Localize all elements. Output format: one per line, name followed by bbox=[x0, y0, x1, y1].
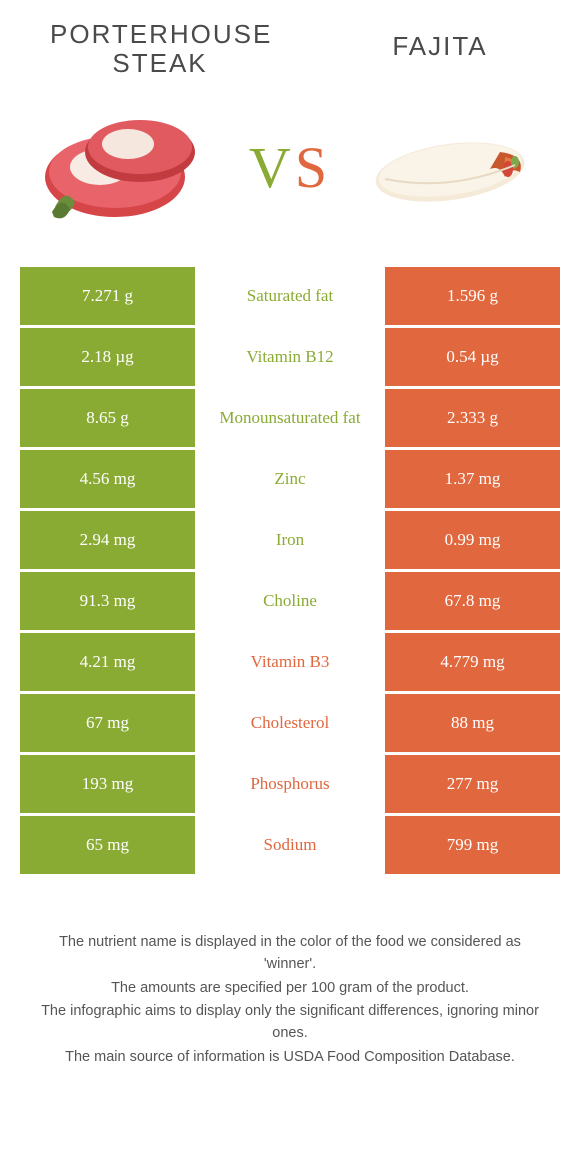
nutrient-label-cell: Sodium bbox=[198, 816, 382, 874]
vs-s: S bbox=[295, 135, 331, 200]
left-value-cell: 2.18 µg bbox=[20, 328, 195, 386]
left-value-cell: 193 mg bbox=[20, 755, 195, 813]
nutrient-label-cell: Monounsaturated fat bbox=[198, 389, 382, 447]
right-value-cell: 0.54 µg bbox=[385, 328, 560, 386]
footer-line-4: The main source of information is USDA F… bbox=[35, 1047, 545, 1069]
right-value-cell: 88 mg bbox=[385, 694, 560, 752]
right-value-cell: 0.99 mg bbox=[385, 511, 560, 569]
nutrient-label-cell: Vitamin B3 bbox=[198, 633, 382, 691]
table-row: 193 mgPhosphorus277 mg bbox=[20, 755, 560, 813]
left-value-cell: 4.21 mg bbox=[20, 633, 195, 691]
nutrient-label-cell: Zinc bbox=[198, 450, 382, 508]
right-value-cell: 67.8 mg bbox=[385, 572, 560, 630]
table-row: 67 mgCholesterol88 mg bbox=[20, 694, 560, 752]
left-food-title: Porterhouse steak bbox=[50, 20, 270, 77]
table-row: 2.94 mgIron0.99 mg bbox=[20, 511, 560, 569]
right-value-cell: 1.37 mg bbox=[385, 450, 560, 508]
left-food-image bbox=[40, 97, 220, 237]
right-value-cell: 2.333 g bbox=[385, 389, 560, 447]
left-value-cell: 2.94 mg bbox=[20, 511, 195, 569]
left-value-cell: 91.3 mg bbox=[20, 572, 195, 630]
nutrient-label-cell: Phosphorus bbox=[198, 755, 382, 813]
footer-line-3: The infographic aims to display only the… bbox=[35, 1001, 545, 1045]
nutrient-label-cell: Iron bbox=[198, 511, 382, 569]
vs-label: VS bbox=[249, 134, 331, 201]
nutrient-label-cell: Cholesterol bbox=[198, 694, 382, 752]
table-row: 91.3 mgCholine67.8 mg bbox=[20, 572, 560, 630]
table-row: 2.18 µgVitamin B120.54 µg bbox=[20, 328, 560, 386]
vs-v: V bbox=[249, 135, 295, 200]
table-row: 4.56 mgZinc1.37 mg bbox=[20, 450, 560, 508]
left-value-cell: 67 mg bbox=[20, 694, 195, 752]
left-value-cell: 8.65 g bbox=[20, 389, 195, 447]
table-row: 8.65 gMonounsaturated fat2.333 g bbox=[20, 389, 560, 447]
table-row: 65 mgSodium799 mg bbox=[20, 816, 560, 874]
nutrient-label-cell: Saturated fat bbox=[198, 267, 382, 325]
left-value-cell: 7.271 g bbox=[20, 267, 195, 325]
left-value-cell: 65 mg bbox=[20, 816, 195, 874]
right-value-cell: 4.779 mg bbox=[385, 633, 560, 691]
images-row: VS bbox=[20, 87, 560, 267]
comparison-table: 7.271 gSaturated fat1.596 g2.18 µgVitami… bbox=[20, 267, 560, 874]
right-value-cell: 1.596 g bbox=[385, 267, 560, 325]
table-row: 7.271 gSaturated fat1.596 g bbox=[20, 267, 560, 325]
nutrient-label-cell: Choline bbox=[198, 572, 382, 630]
footer-line-1: The nutrient name is displayed in the co… bbox=[35, 932, 545, 976]
right-food-title: Fajita bbox=[350, 32, 530, 61]
table-row: 4.21 mgVitamin B34.779 mg bbox=[20, 633, 560, 691]
header: Porterhouse steak Fajita bbox=[20, 20, 560, 87]
right-value-cell: 277 mg bbox=[385, 755, 560, 813]
right-food-image bbox=[360, 97, 540, 237]
footer-notes: The nutrient name is displayed in the co… bbox=[20, 932, 560, 1069]
left-value-cell: 4.56 mg bbox=[20, 450, 195, 508]
footer-line-2: The amounts are specified per 100 gram o… bbox=[35, 978, 545, 1000]
right-value-cell: 799 mg bbox=[385, 816, 560, 874]
nutrient-label-cell: Vitamin B12 bbox=[198, 328, 382, 386]
